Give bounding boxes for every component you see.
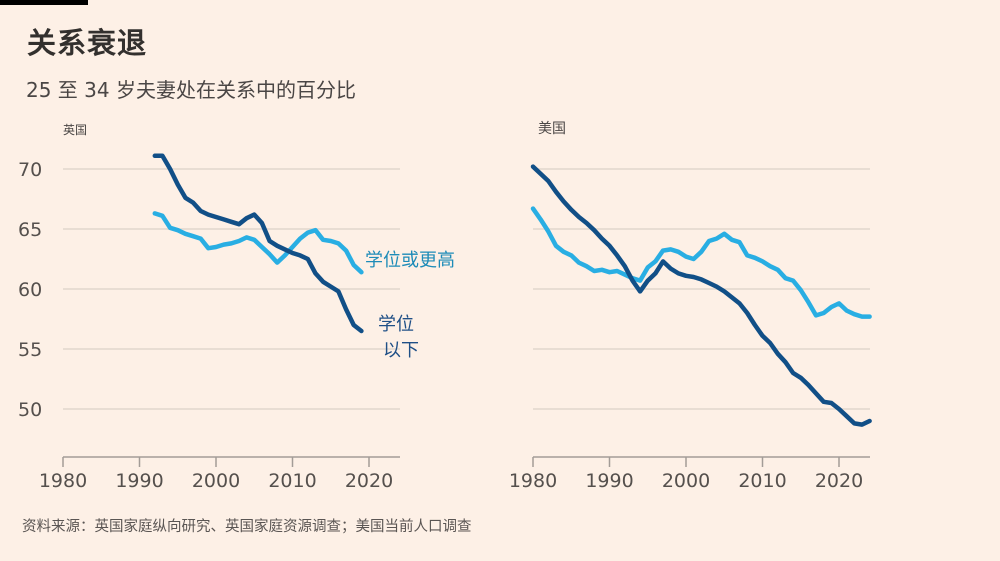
- x-tick-label: 2010: [268, 470, 316, 492]
- x-tick-label: 1980: [39, 470, 87, 492]
- y-tick-label: 70: [18, 159, 42, 181]
- y-tick-label: 55: [18, 339, 42, 361]
- series-label-below-degree: 以下: [383, 340, 419, 361]
- y-tick-label: 60: [18, 279, 42, 301]
- y-tick-label: 50: [18, 399, 42, 421]
- x-tick-label: 2020: [345, 470, 393, 492]
- y-tick-label: 65: [18, 219, 42, 241]
- series-line-degree-or-higher: [152, 211, 364, 275]
- series-label-degree-or-higher: 学位或更高: [365, 250, 455, 271]
- x-tick-label: 1980: [509, 470, 557, 492]
- source-note: 资料来源：英国家庭纵向研究、英国家庭资源调查；美国当前人口调查: [22, 519, 472, 535]
- x-tick-label: 1990: [585, 470, 633, 492]
- x-tick-label: 2000: [192, 470, 240, 492]
- panel-label-uk: 英国: [63, 123, 88, 137]
- series-line-degree-or-higher: [530, 206, 872, 319]
- panel-label-us: 美国: [538, 121, 566, 137]
- top-brand-bar: [0, 0, 88, 5]
- x-tick-label: 2010: [738, 470, 786, 492]
- series-line-below-degree: [530, 164, 872, 427]
- x-tick-label: 2020: [815, 470, 863, 492]
- series-label-below-degree: 学位: [378, 314, 414, 335]
- series-line-below-degree: [152, 153, 364, 334]
- x-tick-label: 2000: [662, 470, 710, 492]
- x-tick-label: 1990: [115, 470, 163, 492]
- chart-subtitle: 25 至 34 岁夫妻处在关系中的百分比: [26, 78, 356, 102]
- chart-title: 关系衰退: [27, 26, 148, 60]
